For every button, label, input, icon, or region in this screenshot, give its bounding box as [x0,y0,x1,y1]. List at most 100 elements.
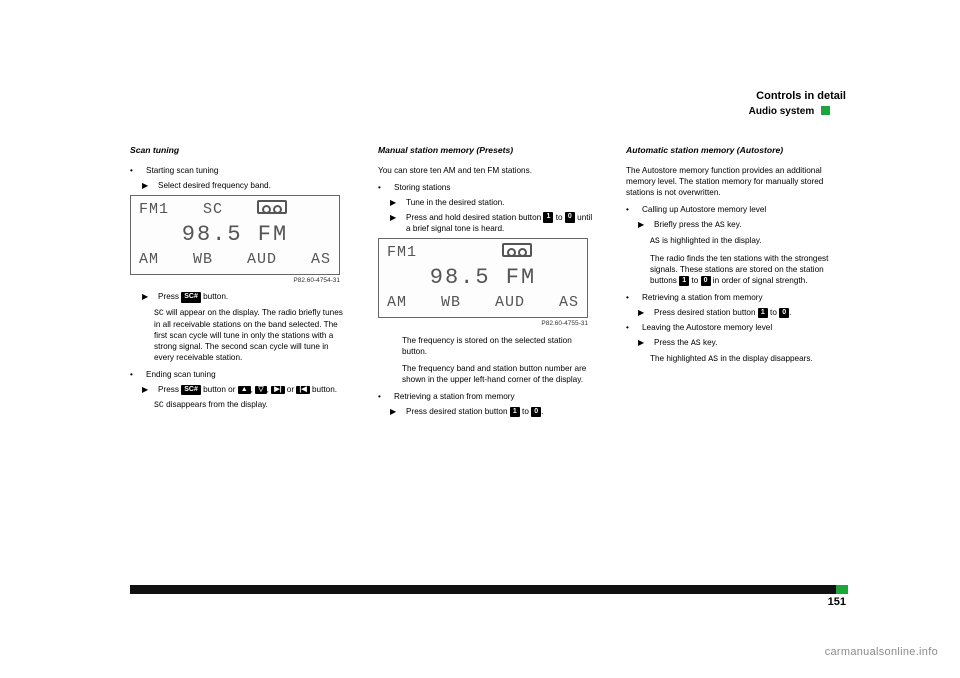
preset-0-key-icon: 0 [701,276,711,286]
col3-p0: The Autostore memory function provides a… [626,165,846,198]
col3-step-1: ▶ Briefly press the AS key. [638,219,846,231]
lcd2-freq: 98.5 FM [387,263,579,293]
col3-a3: Press the AS key. [654,337,846,349]
preset-0-key-icon: 0 [779,308,789,318]
lcd2-row-top: FM1 [387,243,579,263]
col2-a3-pre: Press desired station button [406,407,510,416]
col3-step-2: ▶ Press desired station button 1 to 0. [638,307,846,318]
col1-a1-text: Select desired frequency band. [158,180,350,191]
col1-a3-pre: Press [158,385,179,394]
col2-a2: Press and hold desired station button 1 … [406,212,598,234]
col2-a2-mid: to [553,213,564,222]
col3-heading: Automatic station memory (Autostore) [626,145,846,157]
page-header: Controls in detail Audio system [130,90,846,117]
lcd-display-1: FM1 SC 98.5 FM AM WB AUD AS [130,195,340,275]
page-number: 151 [828,596,846,608]
col1-b2-text: Ending scan tuning [146,369,350,380]
column-2: Manual station memory (Presets) You can … [378,145,598,421]
col2-heading: Manual station memory (Presets) [378,145,598,157]
col1-bullet-2: • Ending scan tuning [130,369,350,380]
preset-0-key-icon: 0 [531,407,541,417]
col2-step-1: ▶ Tune in the desired station. [390,197,598,208]
col2-b2-text: Retrieving a station from memory [394,391,598,402]
bullet-icon: • [130,369,140,380]
col3-p1: AS is highlighted in the display. [650,235,846,247]
preset-1-key-icon: 1 [543,212,553,222]
col2-a3: Press desired station button 1 to 0. [406,406,598,417]
lcd-display-2: FM1 98.5 FM AM WB AUD AS [378,238,588,318]
arrow-icon: ▶ [638,307,648,318]
col3-p2-mid: to [689,276,700,285]
lcd2-top-l: FM1 [387,243,417,263]
lcd1-top-m: SC [203,200,223,220]
arrow-icon: ▶ [142,291,152,302]
lcd1-spacer [321,200,331,220]
arrow-icon: ▶ [390,197,400,208]
preset-1-key-icon: 1 [758,308,768,318]
columns: Scan tuning • Starting scan tuning ▶ Sel… [130,145,846,421]
bullet-icon: • [378,391,388,402]
col3-bullet-3: • Leaving the Autostore memory level [626,322,846,333]
lcd2-bot-l: AM [387,293,407,313]
header-title-text: Controls in detail [756,90,846,102]
col2-a1-text: Tune in the desired station. [406,197,598,208]
tune-down-key-icon: ▽ [255,386,266,394]
bullet-icon: • [378,182,388,193]
col3-a2: Press desired station button 1 to 0. [654,307,846,318]
col3-p3: The highlighted AS in the display disapp… [650,353,846,365]
manual-page: Controls in detail Audio system Scan tun… [0,0,960,678]
header-title: Controls in detail [130,90,846,102]
seek-fwd-key-icon: ▶| [271,386,284,394]
header-subtitle: Audio system [130,106,846,117]
col3-b3-text: Leaving the Autostore memory level [642,322,846,333]
seek-back-key-icon: |◀ [296,386,309,394]
col1-bullet-1: • Starting scan tuning [130,165,350,176]
col1-p2b: disappears from the display. [164,400,268,409]
col1-heading: Scan tuning [130,145,350,157]
bullet-icon: • [626,204,636,215]
arrow-icon: ▶ [142,180,152,191]
col3-a1-post: key. [725,220,742,229]
accent-bar-icon [130,585,842,594]
col1-step-3: ▶ Press SC# button or ▲, ▽, ▶| or |◀ but… [142,384,350,395]
lcd1-bot-m1: WB [193,250,213,270]
col1-p1a: SC [154,309,164,318]
lcd1-bot-r: AS [311,250,331,270]
col2-b1-text: Storing stations [394,182,598,193]
lcd1-row-bot: AM WB AUD AS [139,250,331,270]
col3-p3-pre: The highlighted [650,354,708,363]
preset-1-key-icon: 1 [510,407,520,417]
lcd2-ref: P82.60-4755-31 [378,320,588,329]
lcd2-row-bot: AM WB AUD AS [387,293,579,313]
col3-bullet-1: • Calling up Autostore memory level [626,204,846,215]
col3-p2-post: in order of signal strength. [711,276,808,285]
col3-a1-pre: Briefly press the [654,220,715,229]
col1-a3-mid: button or [203,385,235,394]
col1-a2-post: button. [203,292,228,301]
lcd1-top-l: FM1 [139,200,169,220]
content-area: Controls in detail Audio system Scan tun… [130,90,846,590]
col1-p1b: will appear on the display. The radio br… [154,308,343,362]
col2-step-2: ▶ Press and hold desired station button … [390,212,598,234]
column-3: Automatic station memory (Autostore) The… [626,145,846,421]
col1-p1: SC will appear on the display. The radio… [154,307,350,363]
col1-a3-post: button. [312,385,337,394]
col1-p2a: SC [154,401,164,410]
as-key-label: AS [691,339,701,348]
sc-key-icon: SC# [181,385,201,395]
lcd1-ref: P82.60-4754-31 [130,277,340,286]
as-key-label: AS [715,221,725,230]
tune-up-key-icon: ▲ [238,386,251,394]
arrow-icon: ▶ [638,219,648,231]
col2-p2: The frequency band and station button nu… [402,363,598,385]
bullet-icon: • [626,322,636,333]
col3-p1a: AS [650,237,660,246]
cassette-icon [257,200,287,214]
arrow-icon: ▶ [638,337,648,349]
col1-p2: SC disappears from the display. [154,399,350,411]
col3-a3-post: key. [701,338,718,347]
col3-p1b: is highlighted in the display. [660,236,762,245]
col3-a2-mid: to [768,308,779,317]
watermark: carmanualsonline.info [825,646,938,658]
square-marker-icon [821,106,830,115]
